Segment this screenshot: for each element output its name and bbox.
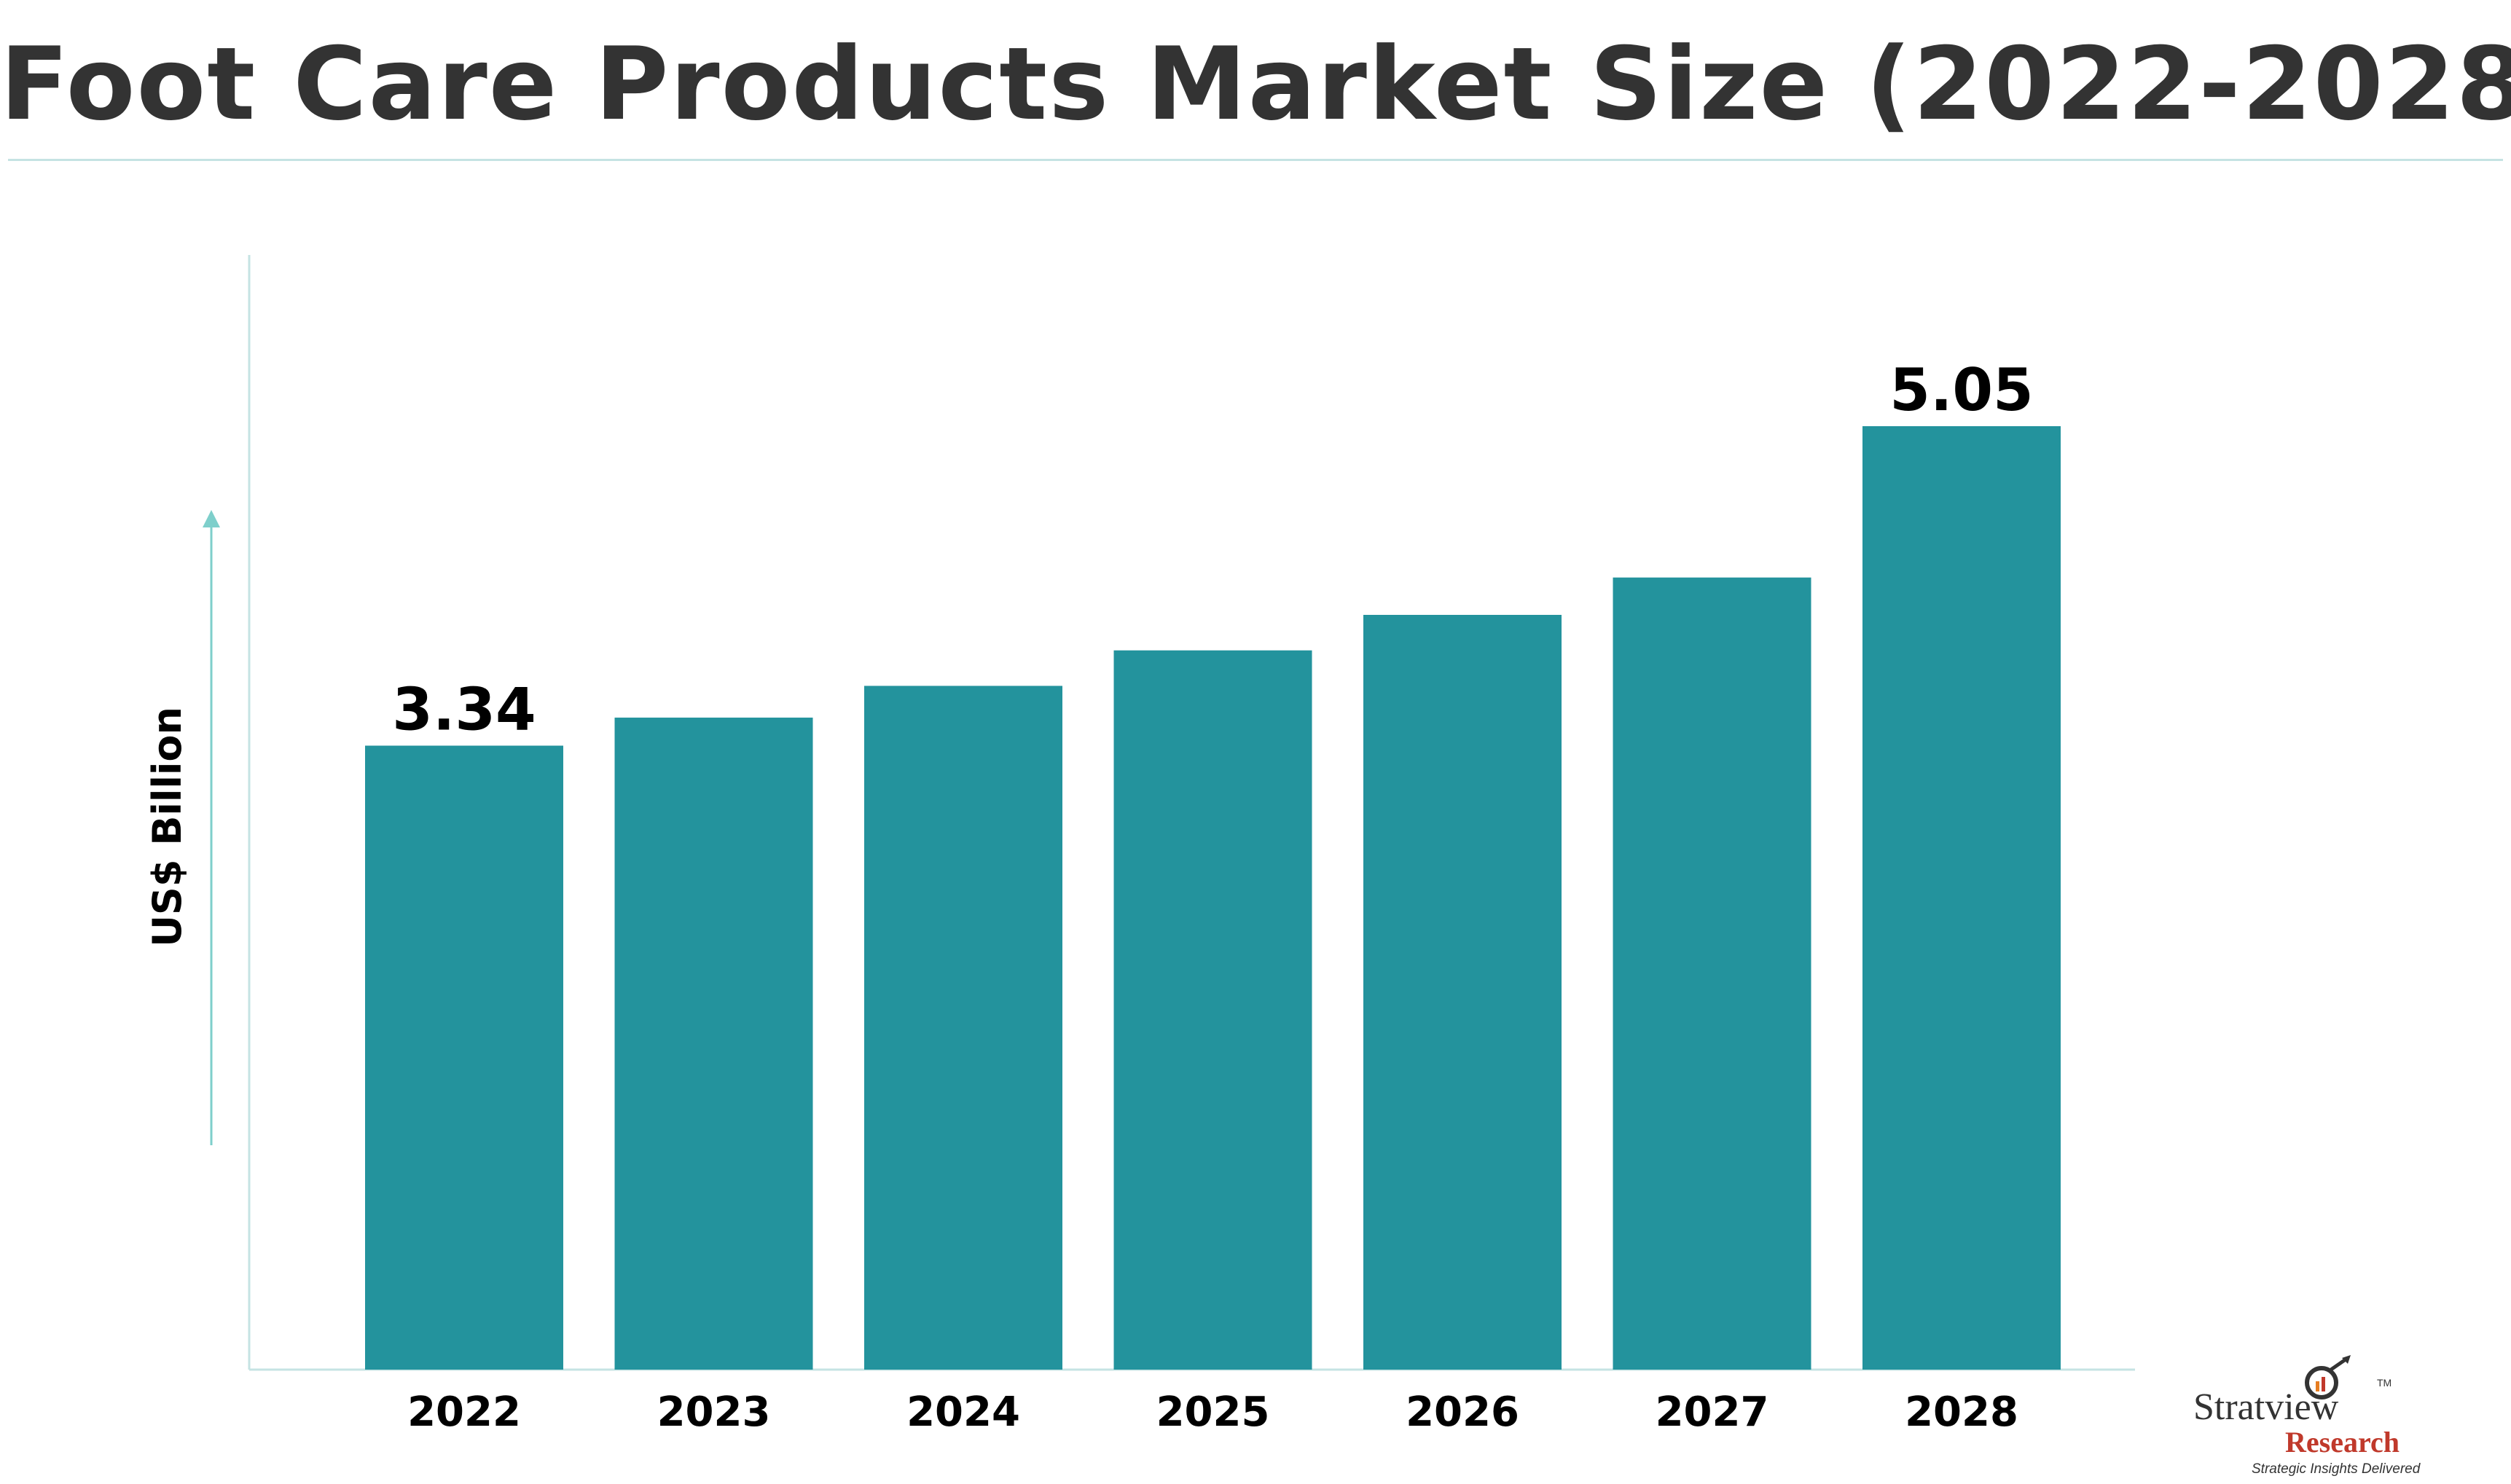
title-divider (8, 159, 2503, 161)
logo-tm: TM (2377, 1377, 2392, 1389)
x-tick-label-2028: 2028 (1905, 1389, 2018, 1436)
y-axis-arrow-head (203, 510, 220, 527)
logo-sub: Research (2285, 1426, 2400, 1459)
bar-2027 (1613, 577, 1811, 1370)
x-tick-label-2022: 2022 (407, 1389, 521, 1436)
value-labels: 3.34 5.05 (392, 356, 2033, 744)
bar-2025 (1113, 650, 1312, 1370)
y-axis-label: US$ Billion (144, 707, 190, 947)
chart-title: Foot Care Products Market Size (2022-202… (0, 25, 2511, 143)
value-label-2022: 3.34 (392, 676, 536, 744)
bar-2023 (614, 718, 813, 1370)
stratview-logo: Stratview TM Research Strategic Insights… (2193, 1355, 2434, 1479)
logo-tagline: Strategic Insights Delivered (2252, 1461, 2421, 1477)
x-tick-label-2027: 2027 (1656, 1389, 1769, 1436)
value-label-2028: 5.05 (1889, 356, 2033, 424)
bar-2024 (864, 686, 1062, 1370)
x-tick-labels: 2022 2023 2024 2025 2026 2027 2028 (407, 1389, 2018, 1436)
x-tick-label-2023: 2023 (657, 1389, 771, 1436)
x-tick-label-2026: 2026 (1406, 1389, 1519, 1436)
x-tick-label-2025: 2025 (1156, 1389, 1270, 1436)
bar-2026 (1363, 615, 1562, 1370)
x-tick-label-2024: 2024 (906, 1389, 1020, 1436)
bar-2028 (1862, 426, 2061, 1370)
logo-magnifier-icon (2305, 1355, 2351, 1399)
logo-name: Stratview (2193, 1386, 2339, 1428)
bar-2022 (365, 745, 563, 1370)
bars-group (365, 426, 2061, 1370)
